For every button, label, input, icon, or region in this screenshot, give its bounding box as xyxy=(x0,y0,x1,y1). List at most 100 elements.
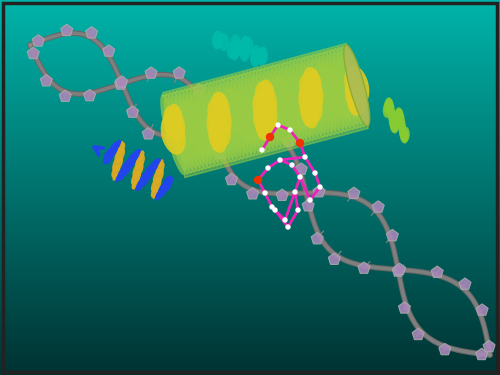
Bar xyxy=(0,336,500,339)
Ellipse shape xyxy=(258,46,268,64)
Ellipse shape xyxy=(114,147,125,163)
Ellipse shape xyxy=(258,132,261,136)
Bar xyxy=(0,220,500,223)
Bar xyxy=(0,27,500,30)
Bar xyxy=(0,353,500,356)
Ellipse shape xyxy=(250,49,260,67)
Circle shape xyxy=(278,158,282,162)
Polygon shape xyxy=(196,128,208,139)
Ellipse shape xyxy=(336,47,362,128)
Bar xyxy=(0,303,500,306)
Bar xyxy=(0,243,500,246)
Circle shape xyxy=(303,155,307,159)
Bar xyxy=(0,205,500,208)
Bar xyxy=(0,351,500,354)
Bar xyxy=(0,297,500,300)
Bar xyxy=(0,310,500,313)
Bar xyxy=(0,350,500,352)
Bar xyxy=(0,121,500,124)
Bar xyxy=(0,190,500,193)
Ellipse shape xyxy=(344,45,370,126)
Polygon shape xyxy=(372,201,384,212)
Ellipse shape xyxy=(326,50,351,131)
Polygon shape xyxy=(476,304,488,315)
Bar xyxy=(0,207,500,210)
Bar xyxy=(0,203,500,206)
Ellipse shape xyxy=(131,171,141,186)
Bar xyxy=(0,216,500,219)
Ellipse shape xyxy=(270,64,296,146)
Ellipse shape xyxy=(219,33,229,51)
Bar xyxy=(0,263,500,266)
Bar xyxy=(0,111,500,114)
Ellipse shape xyxy=(310,54,336,135)
Bar xyxy=(0,320,500,322)
Bar xyxy=(0,355,500,358)
Polygon shape xyxy=(246,188,258,199)
Bar xyxy=(0,196,500,199)
Bar xyxy=(0,175,500,178)
Ellipse shape xyxy=(300,99,318,128)
Bar xyxy=(0,89,500,92)
Bar xyxy=(0,361,500,364)
Bar xyxy=(0,301,500,304)
Polygon shape xyxy=(126,106,138,117)
Polygon shape xyxy=(166,134,178,145)
Bar xyxy=(0,370,500,373)
Ellipse shape xyxy=(385,97,393,112)
Ellipse shape xyxy=(253,104,275,139)
Polygon shape xyxy=(84,89,96,101)
Ellipse shape xyxy=(103,148,114,165)
Ellipse shape xyxy=(226,41,236,59)
Bar xyxy=(0,237,500,240)
Ellipse shape xyxy=(224,88,239,114)
Bar xyxy=(0,98,500,101)
Bar xyxy=(0,149,500,152)
Polygon shape xyxy=(231,120,243,131)
Ellipse shape xyxy=(231,99,256,138)
Ellipse shape xyxy=(226,90,249,128)
Bar xyxy=(0,117,500,120)
Ellipse shape xyxy=(304,67,322,96)
Bar xyxy=(0,318,500,321)
Bar xyxy=(0,64,500,68)
Ellipse shape xyxy=(150,159,159,172)
Bar xyxy=(0,50,500,52)
Ellipse shape xyxy=(393,113,401,128)
Bar xyxy=(0,235,500,238)
Ellipse shape xyxy=(251,45,261,63)
Ellipse shape xyxy=(391,118,399,134)
Ellipse shape xyxy=(282,62,308,143)
Ellipse shape xyxy=(155,190,162,201)
Polygon shape xyxy=(145,67,157,78)
Polygon shape xyxy=(114,78,126,89)
Bar xyxy=(0,164,500,167)
Ellipse shape xyxy=(292,58,318,140)
Bar xyxy=(0,36,500,39)
Circle shape xyxy=(308,198,312,202)
Bar xyxy=(0,329,500,332)
Ellipse shape xyxy=(139,171,150,187)
Polygon shape xyxy=(28,47,39,58)
Bar xyxy=(0,119,500,122)
Bar xyxy=(0,104,500,107)
Ellipse shape xyxy=(345,79,367,114)
Ellipse shape xyxy=(182,88,208,169)
Bar xyxy=(0,85,500,88)
Bar xyxy=(0,183,500,186)
Polygon shape xyxy=(311,232,323,244)
Ellipse shape xyxy=(244,71,270,153)
Bar xyxy=(0,276,500,279)
Bar xyxy=(0,306,500,309)
Ellipse shape xyxy=(118,142,125,154)
Bar xyxy=(0,154,500,158)
Ellipse shape xyxy=(151,177,162,193)
Ellipse shape xyxy=(112,173,117,181)
Ellipse shape xyxy=(252,69,278,151)
Ellipse shape xyxy=(400,128,408,142)
Bar xyxy=(0,218,500,221)
Bar xyxy=(0,286,500,289)
Polygon shape xyxy=(302,200,314,211)
Ellipse shape xyxy=(132,149,140,161)
Bar xyxy=(0,12,500,15)
